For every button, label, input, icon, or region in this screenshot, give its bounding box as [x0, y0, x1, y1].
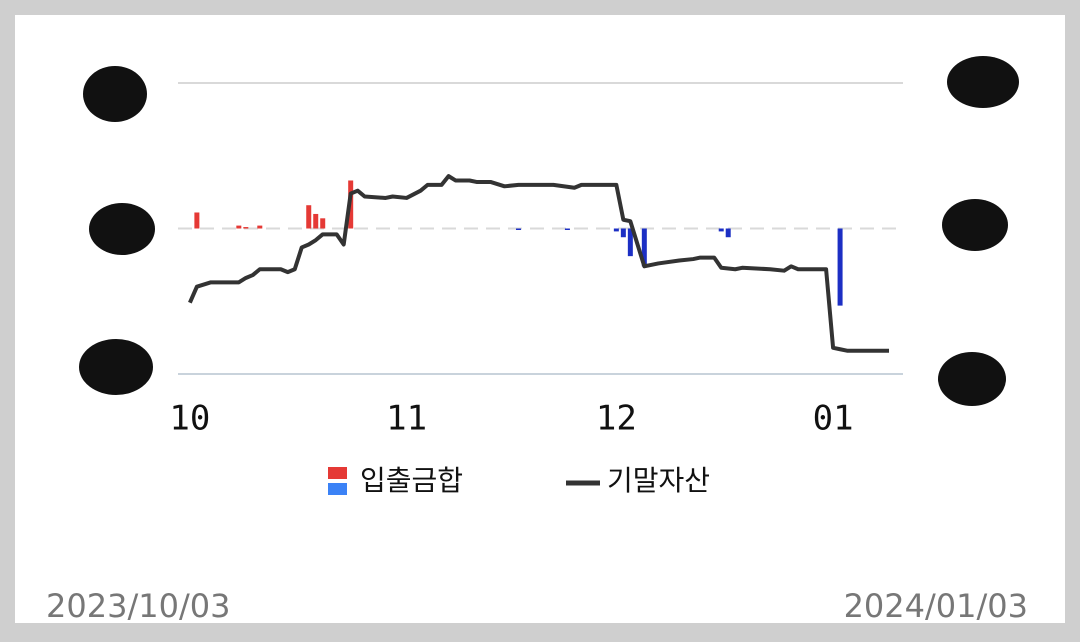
start-date: 2023/10/03 [46, 587, 230, 625]
redaction [942, 199, 1008, 251]
legend-swatch [328, 467, 347, 479]
redactions [79, 56, 1019, 406]
redaction [89, 203, 155, 255]
legend-label: 기말자산 [607, 464, 710, 497]
end-date: 2024/01/03 [844, 587, 1028, 625]
x-tick-label: 11 [386, 399, 427, 439]
bar [725, 228, 731, 238]
bar [837, 228, 843, 306]
bar [243, 227, 249, 229]
x-tick-label: 12 [596, 399, 637, 439]
redaction [947, 56, 1019, 108]
legend-swatch [328, 483, 347, 495]
x-tick-label: 01 [813, 399, 854, 439]
bar [641, 228, 647, 267]
x-tick-label: 10 [169, 399, 210, 439]
bar [320, 218, 326, 229]
bar [564, 228, 570, 230]
redaction [938, 352, 1006, 406]
redaction [83, 66, 147, 122]
redaction [79, 339, 153, 395]
bar [627, 228, 633, 257]
bar [236, 225, 242, 229]
line [188, 174, 890, 353]
bar [613, 228, 619, 232]
bar [257, 225, 263, 229]
bar [620, 228, 626, 238]
bar [313, 213, 319, 229]
bar [306, 205, 312, 229]
bar [515, 228, 521, 230]
panel [15, 15, 1065, 623]
bar [194, 212, 200, 229]
legend-label: 입출금합 [360, 464, 463, 497]
bar [718, 228, 724, 232]
